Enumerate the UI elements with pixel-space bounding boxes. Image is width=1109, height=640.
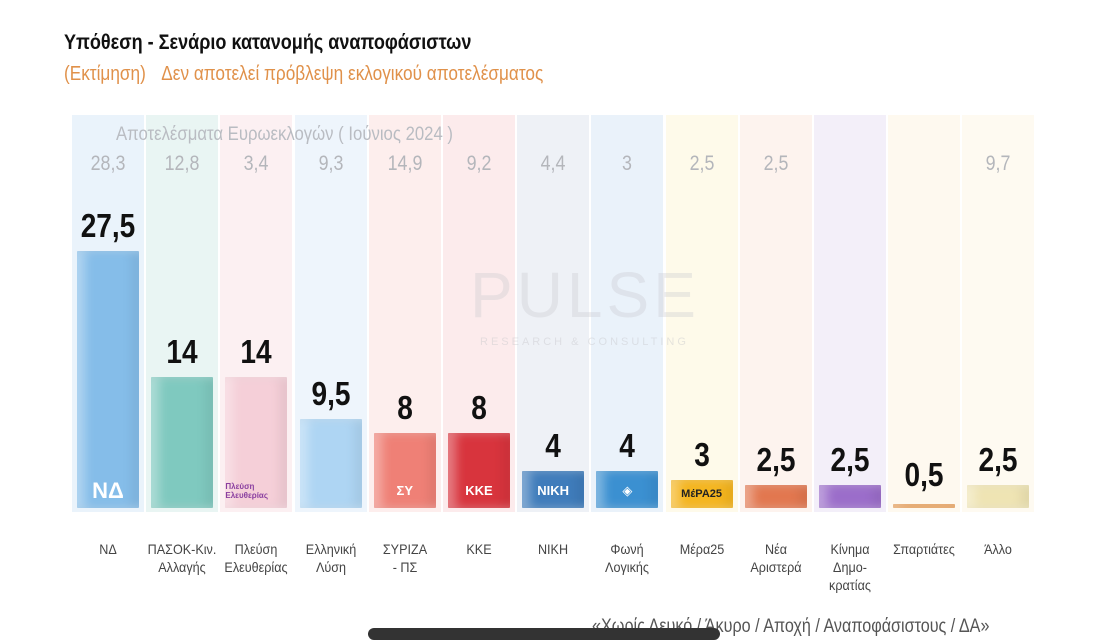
category-label: Νέα Αριστερά [735, 540, 816, 576]
chart-title: Υπόθεση - Σενάριο κατανομής αναποφάσιστω… [64, 31, 472, 54]
euro-result-label: 2,5 [689, 152, 714, 175]
value-label: 2,5 [830, 440, 870, 478]
category-label-line: κρατίας [829, 577, 871, 593]
category-label-line: - ΠΣ [392, 559, 418, 575]
subtitle-estimate: (Εκτίμηση) [64, 63, 146, 85]
category-label: ΚΚΕ [439, 540, 520, 558]
column-band [962, 115, 1035, 512]
value-label: 3 [693, 435, 710, 473]
value-label: 14 [240, 333, 272, 371]
value-label: 8 [471, 389, 487, 427]
euro-result-label: 2,5 [763, 152, 789, 175]
category-label: Κίνημα Δημο-κρατίας [810, 540, 891, 594]
party-logo-icon: ◈ [622, 482, 633, 498]
value-label: 8 [396, 389, 413, 427]
category-label-line: Φωνή [610, 541, 644, 557]
party-logo-icon: ΜέΡΑ25 [681, 487, 722, 500]
bar [893, 504, 956, 508]
bar [819, 484, 881, 508]
bar [299, 419, 362, 508]
category-label-line: ΣΥΡΙΖΑ [382, 541, 427, 557]
euro-result-label: 28,3 [90, 152, 126, 175]
bar: ◈ [596, 470, 659, 508]
category-label: ΝΙΚΗ [513, 540, 594, 558]
euro-result-label: 3,4 [243, 152, 269, 175]
euro-result-label: 9,7 [985, 152, 1011, 175]
bar: Πλεύση Ελευθερίας [225, 377, 288, 508]
bar: ΜέΡΑ25 [670, 479, 733, 508]
category-label: Άλλο [958, 540, 1039, 558]
category-label-line: Λύση [315, 559, 346, 575]
category-label: Πλεύση Ελευθερίας [216, 540, 297, 576]
category-label-line: Δημο- [833, 559, 867, 575]
chart-subtitle: (Εκτίμηση) Δεν αποτελεί πρόβλεψη εκλογικο… [64, 63, 543, 86]
column-band [665, 115, 738, 512]
category-label-line: ΠΑΣΟΚ-Κιν. [147, 541, 217, 557]
party-logo-icon: Πλεύση Ελευθερίας [225, 481, 268, 500]
euro-result-label: 12,8 [164, 152, 200, 175]
bar: ΝΔ [77, 251, 139, 508]
euro-result-label: 9,3 [318, 152, 343, 175]
bar: ΣΥ [373, 433, 436, 508]
column-band [517, 115, 590, 512]
value-label: 4 [545, 426, 561, 464]
category-label: Σπαρτιάτες [884, 540, 965, 558]
value-label: 4 [619, 426, 636, 464]
pulse-watermark-sub: RESEARCH & CONSULTING [480, 336, 689, 348]
euro-result-label: 9,2 [466, 152, 492, 175]
category-label-line: Αριστερά [750, 559, 802, 575]
bar [151, 377, 214, 508]
scroll-handle[interactable] [368, 628, 720, 640]
euro-results-title: Αποτελέσματα Ευρωεκλογών ( Ιούνιος 2024 … [116, 124, 453, 145]
value-label: 14 [166, 333, 198, 371]
value-label: 9,5 [311, 375, 351, 413]
value-label: 2,5 [978, 440, 1018, 478]
column-band [591, 115, 664, 512]
category-label: ΝΔ [68, 540, 149, 558]
euro-result-label: 14,9 [387, 152, 423, 175]
category-label-line: Ελληνική [305, 541, 356, 557]
value-label: 2,5 [756, 440, 796, 478]
category-label-line: Αλλαγής [158, 559, 206, 575]
category-label: ΣΥΡΙΖΑ - ΠΣ [364, 540, 445, 576]
column-band [739, 115, 812, 512]
party-logo-icon: ΝΙΚΗ [537, 483, 570, 499]
category-label-line: Νέα [764, 541, 787, 557]
pulse-watermark: PULSE [470, 259, 700, 331]
value-label: 0,5 [904, 456, 944, 493]
category-label-line: Πλεύση [235, 541, 278, 557]
category-label-line: Μέρα25 [679, 541, 724, 557]
euro-result-label: 4,4 [540, 152, 566, 175]
bar: ΝΙΚΗ [522, 470, 585, 508]
category-label: Μέρα25 [661, 540, 742, 558]
column-band [888, 115, 961, 512]
category-label: Ελληνική Λύση [290, 540, 371, 576]
category-label-line: ΚΚΕ [466, 541, 492, 557]
column-band [814, 115, 886, 512]
subtitle-note: Δεν αποτελεί πρόβλεψη εκλογικού αποτελέσ… [161, 63, 544, 85]
category-label-line: Λογικής [605, 559, 650, 575]
category-label-line: Κίνημα [830, 541, 870, 557]
category-label-line: ΝΙΚΗ [538, 541, 569, 557]
category-label-line: Σπαρτιάτες [893, 541, 956, 557]
value-label: 27,5 [80, 207, 136, 244]
party-logo-icon: ΚΚΕ [465, 483, 493, 499]
bar [967, 484, 1030, 508]
category-label-line: Ελευθερίας [224, 559, 288, 575]
category-label-line: Άλλο [984, 541, 1013, 557]
category-label: Φωνή Λογικής [587, 540, 668, 576]
party-logo-icon: ΝΔ [92, 478, 124, 503]
category-label: ΠΑΣΟΚ-Κιν. Αλλαγής [142, 540, 223, 576]
party-logo-icon: ΣΥ [396, 483, 414, 499]
bar [744, 484, 807, 508]
bar: ΚΚΕ [448, 433, 510, 508]
euro-result-label: 3 [622, 152, 633, 175]
category-label-line: ΝΔ [99, 541, 117, 557]
